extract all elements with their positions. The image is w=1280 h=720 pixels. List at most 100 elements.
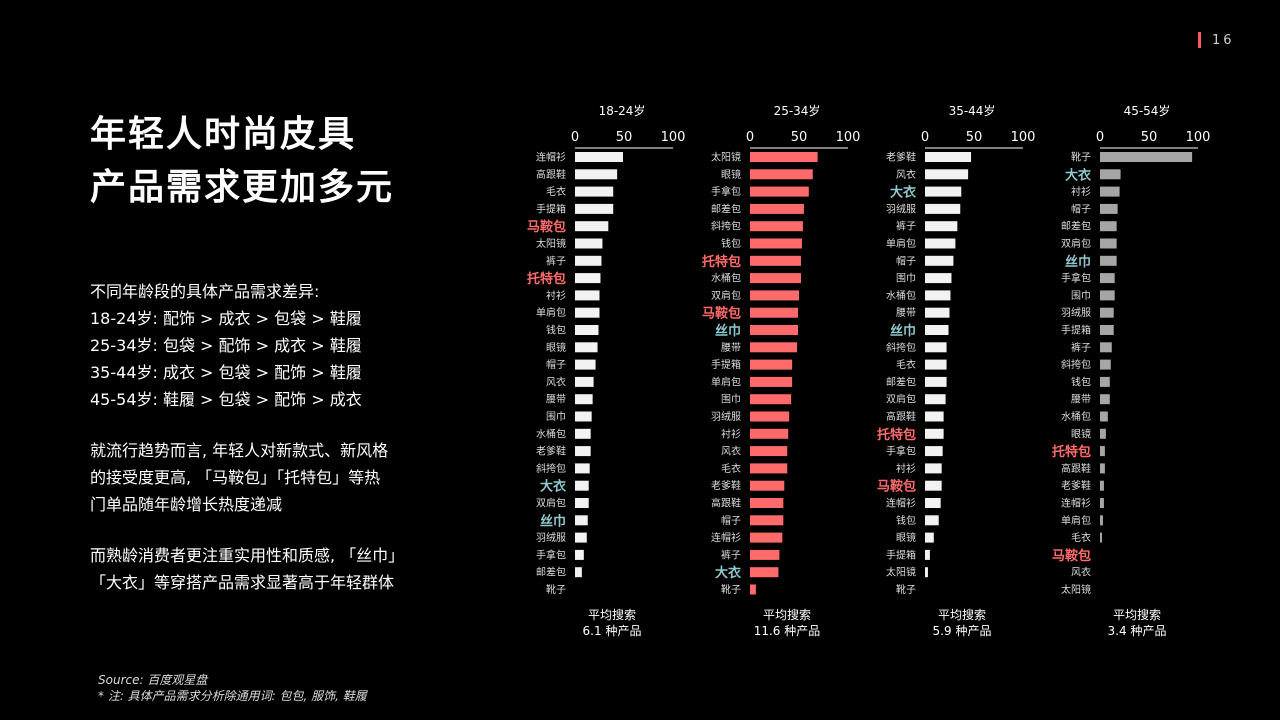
category-label: 老爹鞋 bbox=[536, 445, 566, 458]
category-label: 钱包 bbox=[721, 237, 741, 250]
category-label: 衬衫 bbox=[1071, 185, 1091, 198]
category-label: 单肩包 bbox=[536, 306, 566, 319]
bar bbox=[750, 549, 780, 560]
category-label: 风衣 bbox=[721, 445, 741, 458]
category-label: 羽绒服 bbox=[711, 410, 741, 423]
category-label: 双肩包 bbox=[886, 393, 916, 406]
category-label: 老爹鞋 bbox=[886, 151, 916, 164]
bar bbox=[1100, 325, 1114, 335]
category-label: 丝巾 bbox=[1065, 254, 1091, 270]
category-label: 裤子 bbox=[896, 220, 916, 233]
bar bbox=[575, 549, 584, 560]
bar bbox=[925, 255, 954, 266]
footnote-line: * 注: 具体产品需求分析除通用词: 包包, 服饰, 鞋履 bbox=[98, 689, 367, 703]
bar bbox=[750, 203, 804, 214]
bar bbox=[1100, 394, 1110, 405]
average-search-label: 平均搜索 bbox=[588, 607, 636, 622]
bar bbox=[575, 463, 590, 474]
bar bbox=[1100, 221, 1117, 232]
category-label: 靴子 bbox=[1071, 151, 1091, 164]
bar bbox=[575, 498, 589, 508]
category-label: 围巾 bbox=[896, 272, 916, 285]
category-label: 老爹鞋 bbox=[711, 479, 741, 492]
x-tick-label: 0 bbox=[1096, 130, 1104, 145]
category-label: 水桶包 bbox=[711, 272, 741, 285]
page-title: 年轻人时尚皮具 产品需求更加多元 bbox=[90, 108, 394, 214]
category-label: 托特包 bbox=[702, 254, 741, 270]
category-label: 衬衫 bbox=[721, 427, 741, 440]
category-label: 丝巾 bbox=[540, 513, 566, 529]
page-number: 16 bbox=[1198, 32, 1235, 48]
bar bbox=[750, 342, 798, 353]
x-tick-label: 100 bbox=[1011, 130, 1036, 145]
category-label: 羽绒服 bbox=[536, 531, 566, 544]
bar bbox=[925, 221, 958, 232]
category-label: 帽子 bbox=[721, 514, 741, 527]
chart-title: 18-24岁 bbox=[599, 103, 646, 118]
bar bbox=[575, 567, 582, 578]
bar bbox=[750, 290, 799, 301]
category-label: 双肩包 bbox=[536, 497, 566, 510]
bar bbox=[750, 359, 793, 370]
x-tick-label: 50 bbox=[966, 130, 983, 145]
bar bbox=[750, 532, 783, 543]
bar bbox=[750, 152, 818, 162]
bar bbox=[575, 480, 589, 491]
average-search-value: 11.6 种产品 bbox=[754, 624, 821, 638]
bar bbox=[925, 325, 949, 335]
bar bbox=[575, 325, 599, 335]
x-tick-label: 0 bbox=[921, 130, 929, 145]
chart-panel-1: 18-24岁 0 50 100 连帽衫高跟鞋毛衣手提箱马鞍包太阳镜裤子托特包衬衫单肩包钱… bbox=[527, 103, 685, 638]
category-label: 围巾 bbox=[721, 393, 741, 406]
chart-title: 45-54岁 bbox=[1124, 103, 1171, 118]
bar bbox=[925, 359, 947, 370]
x-tick-label: 100 bbox=[836, 130, 861, 145]
bar bbox=[575, 221, 609, 232]
category-label: 眼镜 bbox=[1071, 427, 1091, 440]
bar bbox=[925, 411, 944, 422]
bar bbox=[575, 376, 594, 387]
category-label: 钱包 bbox=[1071, 375, 1091, 388]
category-label: 连帽衫 bbox=[536, 151, 566, 164]
bar bbox=[750, 463, 788, 474]
category-label: 羽绒服 bbox=[1061, 306, 1091, 319]
bar bbox=[925, 463, 942, 474]
category-label: 单肩包 bbox=[1061, 514, 1091, 527]
chart-panel-3: 35-44岁 0 50 100 老爹鞋风衣大衣羽绒服裤子单肩包帽子围巾水桶包腰带丝巾斜挎… bbox=[877, 103, 1035, 638]
bar bbox=[750, 498, 784, 508]
category-label: 靴子 bbox=[546, 583, 566, 596]
category-label: 毛衣 bbox=[896, 358, 916, 371]
category-label: 眼镜 bbox=[721, 168, 741, 181]
bar bbox=[925, 428, 944, 439]
bar bbox=[1100, 463, 1105, 474]
x-tick-label: 0 bbox=[746, 130, 754, 145]
bar bbox=[750, 376, 793, 387]
bar bbox=[575, 255, 602, 266]
category-label: 靴子 bbox=[896, 583, 916, 596]
category-label: 毛衣 bbox=[546, 185, 566, 198]
category-label: 帽子 bbox=[896, 254, 916, 267]
source-note: Source: 百度观星盘 * 注: 具体产品需求分析除通用词: 包包, 服饰,… bbox=[98, 672, 367, 704]
category-label: 手提箱 bbox=[711, 358, 741, 371]
page-number-marker bbox=[1198, 32, 1201, 48]
bar bbox=[1100, 255, 1117, 266]
bar bbox=[575, 342, 598, 353]
bar bbox=[1100, 480, 1104, 491]
average-search-label: 平均搜索 bbox=[938, 607, 986, 622]
summary-trend-line-2: 的接受度更高, 「马鞍包」「托特包」等热 bbox=[90, 468, 381, 487]
bar bbox=[1100, 290, 1115, 301]
bar bbox=[1100, 342, 1112, 353]
bar bbox=[575, 238, 603, 249]
category-label: 高跟鞋 bbox=[1061, 462, 1091, 475]
category-label: 水桶包 bbox=[886, 289, 916, 302]
category-label: 帽子 bbox=[1071, 202, 1091, 215]
category-label: 水桶包 bbox=[1061, 410, 1091, 423]
category-label: 大衣 bbox=[1065, 167, 1091, 183]
bar bbox=[925, 238, 956, 249]
category-label: 衬衫 bbox=[546, 289, 566, 302]
bar bbox=[1100, 428, 1106, 439]
category-label: 毛衣 bbox=[1071, 531, 1091, 544]
bar bbox=[925, 376, 947, 387]
category-label: 腰带 bbox=[896, 307, 916, 319]
